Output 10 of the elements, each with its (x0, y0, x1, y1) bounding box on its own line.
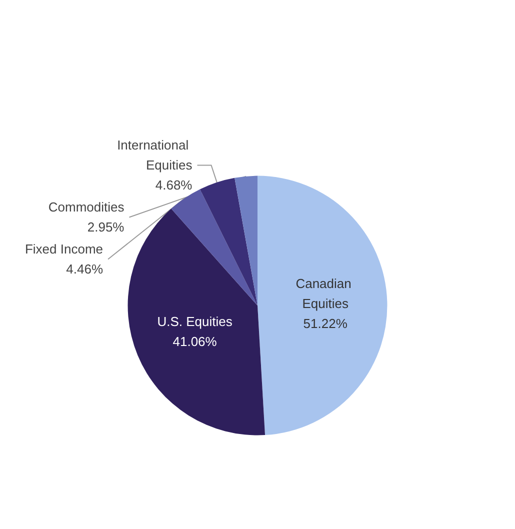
slice-label: Commodities (48, 200, 125, 215)
data-label: 4.68% (155, 178, 193, 193)
data-label: 51.22% (303, 316, 348, 332)
slice-label: International Equities (117, 138, 193, 173)
slice-label: Canadian Equities (296, 276, 355, 312)
data-label: 4.46% (66, 262, 104, 277)
data-label: 41.06% (172, 334, 218, 350)
slice-label: U.S. Equities (157, 314, 233, 330)
data-label: 2.95% (87, 220, 125, 235)
slice-label: Fixed Income (24, 242, 104, 257)
